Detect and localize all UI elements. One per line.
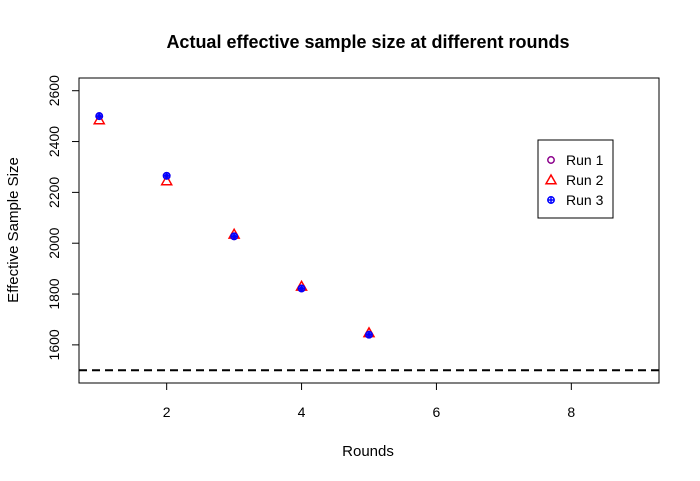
y-axis: 1600 1800 2000 2200 2400 2600: [46, 75, 80, 360]
data-point-fill: [164, 173, 169, 179]
legend-label: Run 3: [566, 192, 604, 208]
legend-item: Run 3: [547, 192, 604, 208]
legend: Run 1 Run 2 Run 3: [537, 139, 614, 219]
legend-marker: [547, 196, 555, 204]
legend-label: Run 2: [566, 172, 604, 188]
y-tick-label: 2000: [46, 227, 62, 258]
data-point-fill: [231, 234, 237, 239]
data-points: [92, 112, 376, 339]
y-tick-label: 1600: [46, 329, 62, 360]
legend-box: [537, 139, 614, 219]
y-tick-label: 2400: [46, 126, 62, 157]
legend-item: Run 1: [547, 152, 604, 168]
x-tick-label: 4: [298, 404, 306, 420]
y-tick-label: 2200: [46, 177, 62, 208]
data-point-fill: [366, 332, 372, 337]
data-point: [92, 113, 106, 125]
series-1: [95, 112, 373, 339]
legend-label: Run 1: [566, 152, 604, 168]
x-tick-label: 6: [433, 404, 441, 420]
y-axis-label: Effective Sample Size: [5, 157, 22, 303]
legend-item: Run 2: [544, 172, 604, 188]
y-tick-label: 2600: [46, 75, 62, 106]
x-tick-label: 2: [163, 404, 171, 420]
legend-marker: [547, 156, 555, 164]
legend-marker: [544, 173, 558, 185]
series-2: [92, 113, 376, 338]
data-point-fill: [97, 113, 102, 119]
x-axis-label: Rounds: [342, 443, 394, 460]
data-point: [160, 174, 173, 186]
series-3: [95, 112, 373, 339]
y-tick-label: 1800: [46, 278, 62, 309]
x-axis: 2 4 6 8: [163, 382, 575, 420]
chart-title: Actual effective sample size at differen…: [166, 32, 569, 52]
data-point-fill: [299, 286, 304, 291]
x-tick-label: 8: [567, 404, 575, 420]
